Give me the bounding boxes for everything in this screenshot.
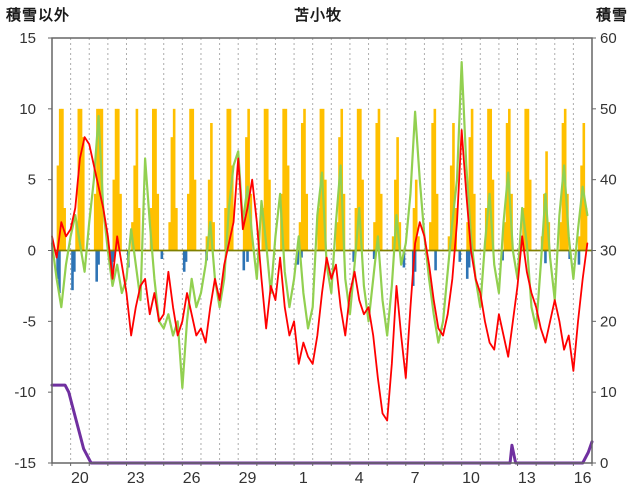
axis-tick-label: 0: [28, 243, 36, 260]
axis-tick-label: 16: [574, 470, 592, 487]
green-line: [50, 60, 589, 390]
chart-title: 苫小牧: [293, 7, 342, 24]
right-axis-title: 積雪: [595, 7, 628, 24]
axis-tick-label: -5: [23, 313, 36, 330]
axis-tick-label: 60: [600, 30, 617, 47]
axis-tick-label: -10: [14, 384, 36, 401]
purple-snow-depth-line: [50, 383, 594, 465]
grid-lines: [70, 38, 574, 463]
axis-tick-label: 1: [299, 470, 308, 487]
axis-tick-label: 10: [600, 384, 617, 401]
axis-tick-label: 40: [600, 172, 617, 189]
axis-tick-label: 13: [518, 470, 536, 487]
axis-tick-label: 15: [19, 30, 36, 47]
axis-tick-label: 5: [28, 172, 36, 189]
axis-tick-label: 29: [239, 470, 257, 487]
axis-tick-label: 4: [355, 470, 364, 487]
axis-tick-label: 20: [71, 470, 89, 487]
left-axis-title: 積雪以外: [6, 7, 71, 24]
axis-tick-label: 50: [600, 101, 617, 118]
axis-tick-label: -15: [14, 455, 36, 472]
axis-tick-label: 7: [411, 470, 420, 487]
axis-tick-label: 0: [600, 455, 608, 472]
axis-tick-label: 26: [183, 470, 201, 487]
axis-tick-label: 10: [19, 101, 36, 118]
red-line: [51, 129, 589, 422]
axis-tick-label: 23: [127, 470, 145, 487]
axis-tick-label: 30: [600, 243, 617, 260]
axis-tick-label: 10: [462, 470, 480, 487]
axis-tick-label: 20: [600, 313, 617, 330]
